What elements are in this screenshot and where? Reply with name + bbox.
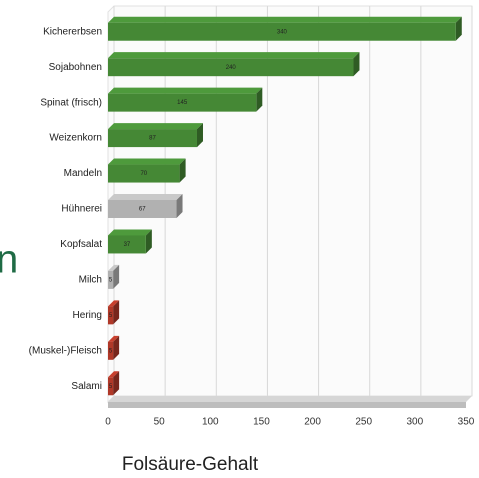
bar-top <box>108 123 203 130</box>
value-label: 145 <box>177 100 188 106</box>
bar-top <box>108 158 186 165</box>
bar-top <box>108 52 360 59</box>
bar <box>108 194 183 218</box>
bar-front <box>108 341 114 360</box>
bar-side <box>113 335 120 360</box>
bar-front <box>108 93 257 112</box>
y-tick-label: Milch <box>79 275 102 286</box>
bar <box>108 300 120 325</box>
bar-top <box>108 194 183 200</box>
y-tick-label: Salami <box>71 381 102 392</box>
y-tick-label: Hühnerei <box>61 204 102 215</box>
bar-side <box>353 52 360 77</box>
value-label: 37 <box>124 242 131 248</box>
x-tick-label: 50 <box>154 417 166 428</box>
bar-front <box>108 200 177 218</box>
bar-top <box>108 335 120 342</box>
bar-side <box>113 300 120 325</box>
bar-top <box>108 16 462 23</box>
y-tick-label: (Muskel-)Fleisch <box>29 345 102 356</box>
bar-side <box>113 264 120 289</box>
bar-front <box>108 377 114 396</box>
value-label: 67 <box>139 207 146 213</box>
bar-front <box>108 235 146 254</box>
x-tick-label: 150 <box>253 417 270 428</box>
bar-front <box>108 164 180 183</box>
bar-side <box>196 123 203 148</box>
bar <box>108 87 263 112</box>
value-label: 5 <box>109 384 113 390</box>
bar <box>108 123 203 148</box>
y-tick-label: Sojabohnen <box>49 62 102 73</box>
bar <box>108 335 120 360</box>
x-axis-title: Folsäure-Gehalt <box>122 454 259 475</box>
bar-front <box>108 306 114 325</box>
bar-side <box>455 16 462 41</box>
value-label: 5 <box>109 277 113 283</box>
bar <box>108 264 120 289</box>
bar-top <box>108 229 152 236</box>
bar-side <box>179 158 186 183</box>
floor <box>108 396 472 402</box>
x-tick-label: 350 <box>458 417 475 428</box>
x-tick-label: 300 <box>407 417 424 428</box>
bar-side <box>176 194 183 218</box>
bar-top <box>108 371 120 378</box>
bar-top <box>108 264 120 271</box>
value-label: 87 <box>149 136 156 142</box>
bar-front <box>108 270 114 289</box>
value-label: 340 <box>277 29 288 35</box>
y-tick-label: Spinat (frisch) <box>40 97 102 108</box>
side-text: n <box>0 238 18 282</box>
bar-top <box>108 300 120 307</box>
bar-front <box>108 22 456 41</box>
bar-side <box>113 371 120 396</box>
value-label: 70 <box>140 171 147 177</box>
y-tick-label: Weizenkorn <box>49 133 102 144</box>
value-label: 5 <box>109 348 113 354</box>
bar <box>108 16 462 41</box>
x-tick-label: 0 <box>105 417 111 428</box>
bar-side <box>145 229 152 254</box>
x-tick-label: 250 <box>355 417 372 428</box>
bar <box>108 371 120 396</box>
value-label: 240 <box>226 65 237 71</box>
bar-front <box>108 129 197 148</box>
y-tick-label: Mandeln <box>64 168 102 179</box>
y-tick-label: Kopfsalat <box>60 239 102 250</box>
bar <box>108 158 186 183</box>
bar-front <box>108 58 354 77</box>
bar <box>108 229 152 254</box>
floor-front <box>108 402 466 408</box>
bar-side <box>256 87 263 112</box>
value-label: 5 <box>109 313 113 319</box>
x-tick-label: 200 <box>304 417 321 428</box>
y-tick-label: Kichererbsen <box>43 26 102 37</box>
bar <box>108 52 360 77</box>
y-tick-label: Hering <box>73 310 102 321</box>
bar-top <box>108 87 263 94</box>
x-tick-label: 100 <box>202 417 219 428</box>
